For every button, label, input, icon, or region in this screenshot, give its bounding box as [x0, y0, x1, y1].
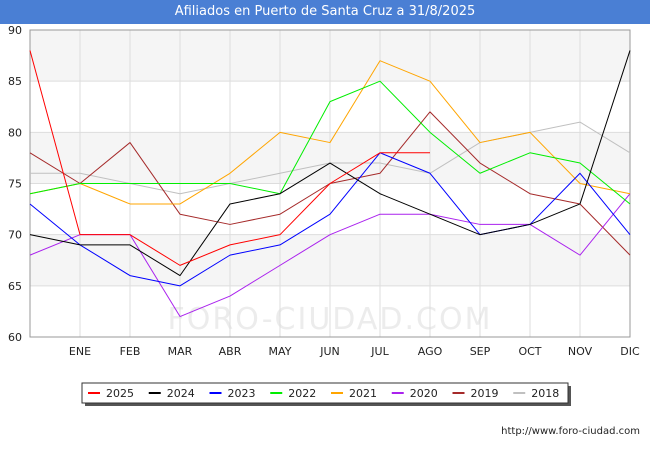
x-tick-label: ABR [219, 345, 242, 358]
legend-label-2024: 2024 [167, 387, 195, 400]
series-line-2025 [29, 50, 430, 266]
line-chart: 60 65 70 75 80 85 90 ENE FEB MAR ABR MAY JUN JUL AGO SE… [8, 24, 640, 406]
y-tick-label: 70 [8, 229, 22, 242]
legend-label-2023: 2023 [228, 387, 256, 400]
y-tick-label: 60 [8, 331, 22, 344]
chart-title: Afiliados en Puerto de Santa Cruz a 31/8… [0, 0, 650, 24]
y-tick-label: 85 [8, 75, 22, 88]
x-tick-label: SEP [470, 345, 491, 358]
y-tick-label: 65 [8, 280, 22, 293]
watermark: FORO-CIUDAD.COM [168, 302, 493, 337]
series-line-2024 [29, 50, 631, 277]
series-line-2022 [29, 80, 631, 205]
x-tick-label: JUL [370, 345, 389, 358]
x-tick-label: MAR [168, 345, 193, 358]
source-url[interactable]: http://www.foro-ciudad.com [501, 426, 640, 437]
x-tick-label: OCT [518, 345, 541, 358]
legend-label-2018: 2018 [531, 387, 559, 400]
x-tick-label: ENE [69, 345, 91, 358]
legend-label-2019: 2019 [471, 387, 499, 400]
x-tick-label: DIC [620, 345, 640, 358]
y-tick-label: 80 [8, 126, 22, 139]
x-tick-label: FEB [120, 345, 141, 358]
series-line-2021 [29, 60, 631, 205]
legend-label-2022: 2022 [288, 387, 316, 400]
x-tick-label: AGO [418, 345, 443, 358]
legend-label-2025: 2025 [106, 387, 134, 400]
legend-label-2021: 2021 [349, 387, 377, 400]
plot-border [29, 29, 631, 338]
x-tick-label: MAY [269, 345, 292, 358]
legend-label-2020: 2020 [410, 387, 438, 400]
x-tick-label: NOV [568, 345, 593, 358]
y-tick-label: 90 [8, 24, 22, 37]
x-tick-label: JUN [319, 345, 340, 358]
legend-box [81, 382, 569, 404]
y-tick-label: 75 [8, 178, 22, 191]
